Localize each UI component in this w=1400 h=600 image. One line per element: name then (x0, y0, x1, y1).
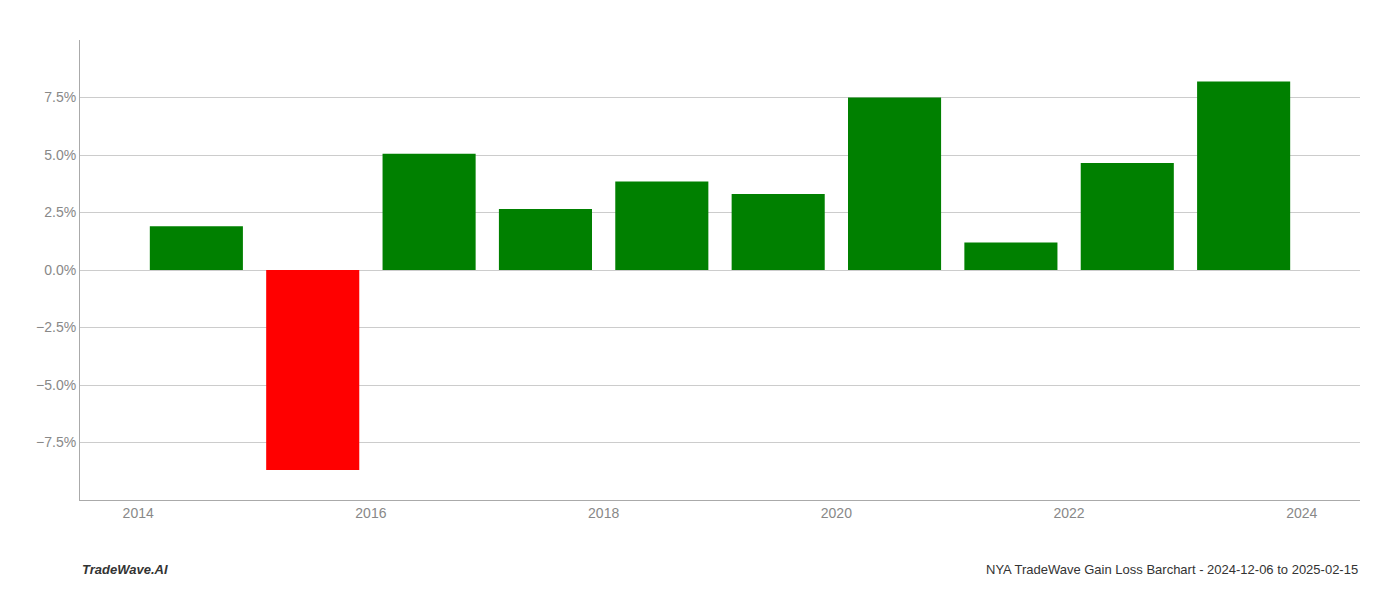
svg-text:−5.0%: −5.0% (36, 377, 76, 393)
svg-text:TradeWave.AI: TradeWave.AI (82, 562, 168, 577)
svg-text:2022: 2022 (1054, 505, 1085, 521)
svg-text:2014: 2014 (123, 505, 154, 521)
svg-text:2.5%: 2.5% (44, 204, 76, 220)
svg-text:2016: 2016 (355, 505, 386, 521)
svg-text:2018: 2018 (588, 505, 619, 521)
svg-text:0.0%: 0.0% (44, 262, 76, 278)
svg-text:2020: 2020 (821, 505, 852, 521)
svg-text:2024: 2024 (1286, 505, 1317, 521)
svg-text:−2.5%: −2.5% (36, 319, 76, 335)
svg-text:5.0%: 5.0% (44, 147, 76, 163)
svg-text:−7.5%: −7.5% (36, 434, 76, 450)
svg-text:7.5%: 7.5% (44, 89, 76, 105)
svg-text:NYA TradeWave Gain Loss Barcha: NYA TradeWave Gain Loss Barchart - 2024-… (986, 562, 1358, 577)
